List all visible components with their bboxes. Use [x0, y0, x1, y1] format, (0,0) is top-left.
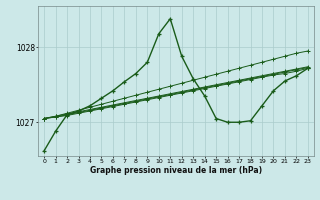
X-axis label: Graphe pression niveau de la mer (hPa): Graphe pression niveau de la mer (hPa) — [90, 166, 262, 175]
